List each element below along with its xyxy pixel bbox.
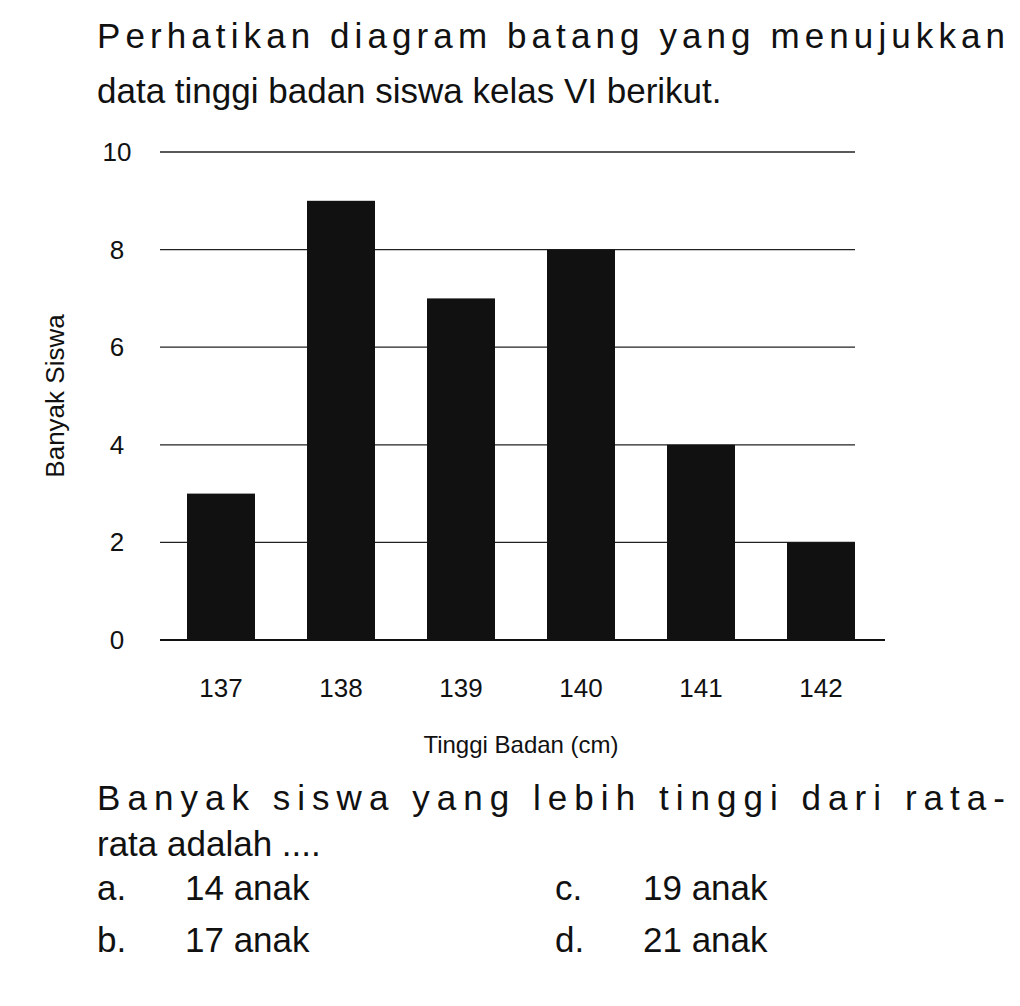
bar [427,298,495,640]
grid-line [160,347,855,348]
bars [187,201,855,640]
y-tick-label: 4 [110,430,124,460]
header-line: Perhatikan diagram batang yang menujukka… [97,16,1005,55]
page: Perhatikan diagram batang yang menujukka… [0,0,1020,1006]
chart: 0 2 4 6 8 10 137 138 139 140 141 142 Tinggi Badan (c… [40,137,885,758]
x-tick-label: 139 [439,673,482,703]
x-tick-label: 138 [319,673,362,703]
x-axis-line [160,639,885,641]
option-letter: d. [555,920,584,959]
bar [787,542,855,640]
bar [187,494,255,640]
grid-line [160,249,855,250]
y-tick-label: 2 [110,527,124,557]
bar [667,445,735,640]
option-text: 17 anak [185,920,310,959]
x-axis-title: Tinggi Badan (cm) [423,731,618,758]
bar [547,250,615,640]
option-text: 19 anak [643,868,768,907]
option-letter: c. [555,868,582,907]
option-text: 14 anak [185,868,310,907]
header-line: data tinggi badan siswa kelas VI berikut… [97,71,722,110]
x-tick-label: 137 [199,673,242,703]
canvas: Perhatikan diagram batang yang menujukka… [0,0,1020,1006]
bar [307,201,375,640]
option-text: 21 anak [643,920,768,959]
grid-line [160,151,855,152]
x-tick-label: 140 [559,673,602,703]
question-line: Banyak siswa yang lebih tinggi dari rata… [97,778,1005,817]
y-tick-label: 6 [110,332,124,362]
y-tick-label: 0 [110,625,124,655]
grid-line [160,542,855,543]
x-tick-label: 142 [799,673,842,703]
option-letter: b. [97,920,126,959]
grid-line [160,444,855,445]
y-tick-label: 8 [110,235,124,265]
x-tick-label: 141 [679,673,722,703]
question-line: rata adalah .... [97,824,321,863]
y-axis-title: Banyak Siswa [40,314,70,478]
option-letter: a. [97,868,126,907]
y-tick-label: 10 [103,137,132,167]
